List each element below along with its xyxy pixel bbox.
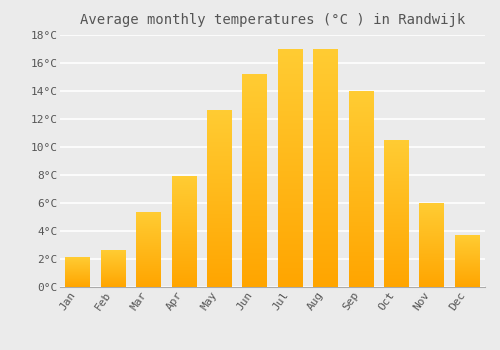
Title: Average monthly temperatures (°C ) in Randwijk: Average monthly temperatures (°C ) in Ra… — [80, 13, 465, 27]
